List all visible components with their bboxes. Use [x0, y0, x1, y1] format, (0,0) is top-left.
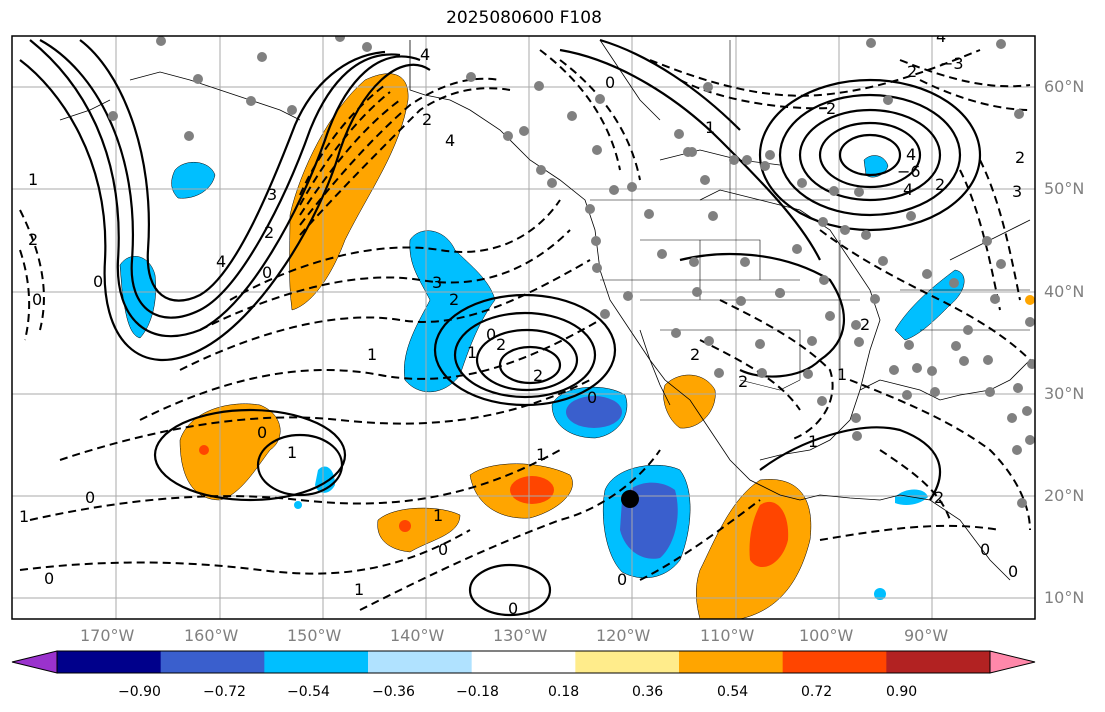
colorbar-tick-label: −0.90 [118, 684, 161, 700]
colorbar-segment [575, 651, 680, 673]
storm-center-marker [621, 490, 639, 508]
contour-label: 0 [980, 540, 990, 559]
lon-label-160w: 160°W [184, 626, 239, 645]
contour-label: 0 [257, 423, 267, 442]
colorbar-tick-label: 0.72 [801, 684, 833, 700]
contour-label: 0 [93, 272, 103, 291]
colorbar [11, 650, 1036, 674]
contour-label: 4 [216, 252, 226, 271]
contour-label: 2 [826, 99, 836, 118]
lat-label-40n: 40°N [1044, 282, 1085, 301]
colorbar-extend-high [989, 650, 1036, 674]
lon-label-130w: 130°W [493, 626, 548, 645]
contour-label: 2 [907, 62, 917, 81]
lat-label-10n: 10°N [1044, 588, 1085, 607]
contour-label: 3 [267, 185, 277, 204]
colorbar-tick-label: 0.36 [632, 684, 664, 700]
contour-label: 2 [738, 372, 748, 391]
colorbar-segment [471, 651, 576, 673]
contour-label: 2 [935, 175, 945, 194]
lon-label-140w: 140°W [390, 626, 445, 645]
contour-label: 2 [690, 345, 700, 364]
contour-label: 4 [445, 131, 455, 150]
colorbar-tick-label: −0.72 [203, 684, 246, 700]
contour-label: 0 [32, 290, 42, 309]
contour-label: −6 [897, 162, 921, 181]
contour-label: 0 [587, 388, 597, 407]
contour-label: 4 [906, 145, 916, 164]
positive-anomaly-fills [179, 73, 1035, 619]
contour-label: 0 [85, 488, 95, 507]
lat-label-60n: 60°N [1044, 77, 1085, 96]
lon-label-120w: 120°W [596, 626, 651, 645]
contour-label: 4 [936, 27, 946, 46]
contour-label: 3 [432, 273, 442, 292]
lon-label-100w: 100°W [799, 626, 854, 645]
contour-label: 0 [617, 570, 627, 589]
contour-label: 4 [903, 180, 913, 199]
contour-label: 2 [28, 230, 38, 249]
contour-label: 1 [705, 118, 715, 137]
contour-label: 1 [367, 345, 377, 364]
contour-label: 2 [860, 315, 870, 334]
map-title: 2025080600 F108 [446, 8, 602, 28]
contour-label: −3 [940, 54, 964, 73]
negative-anomaly-fills [119, 155, 965, 600]
colorbar-segment [264, 651, 369, 673]
map-frame [11, 35, 1036, 620]
contour-label: 0 [44, 569, 54, 588]
colorbar-segment [368, 651, 473, 673]
colorbar-tick-label: −0.54 [287, 684, 330, 700]
contour-label: 0 [486, 325, 496, 344]
contour-label: 4 [420, 45, 430, 64]
lon-label-170w: 170°W [80, 626, 135, 645]
colorbar-segment [679, 651, 784, 673]
lat-label-20n: 20°N [1044, 486, 1085, 505]
contour-label: 2 [934, 488, 944, 507]
contour-label: 2 [449, 290, 459, 309]
colorbar-segment [886, 651, 991, 673]
contour-label: 1 [433, 506, 443, 525]
contour-label: 1 [837, 365, 847, 384]
contour-label: 1 [287, 443, 297, 462]
lat-label-30n: 30°N [1044, 384, 1085, 403]
contour-label: 2 [264, 223, 274, 242]
colorbar-tick-label: −0.36 [372, 684, 415, 700]
lon-label-90w: 90°W [904, 626, 949, 645]
graticule [12, 36, 1035, 619]
contour-label: 1 [536, 445, 546, 464]
colorbar-extend-low [11, 650, 58, 674]
contour-label: 3 [1012, 182, 1022, 201]
colorbar-tick-label: 0.90 [886, 684, 918, 700]
lon-label-110w: 110°W [700, 626, 755, 645]
colorbar-tick-label: 0.54 [717, 684, 749, 700]
colorbar-segment [160, 651, 265, 673]
contour-label: 2 [533, 366, 543, 385]
colorbar-segment [57, 651, 162, 673]
contour-label: 0 [508, 599, 518, 618]
contour-label: 1 [354, 580, 364, 599]
contour-label: 0 [605, 73, 615, 92]
lat-label-50n: 50°N [1044, 179, 1085, 198]
contour-label: 0 [1008, 562, 1018, 581]
contour-label: 2 [422, 110, 432, 129]
contour-label: 1 [467, 343, 477, 362]
borders [590, 40, 1030, 391]
colorbar-outline [56, 650, 991, 674]
contour-label: 2 [496, 335, 506, 354]
contour-label: 1 [808, 432, 818, 451]
contour-label: 1 [19, 507, 29, 526]
lon-label-150w: 150°W [287, 626, 342, 645]
colorbar-tick-label: 0.18 [548, 684, 580, 700]
colorbar-tick-label: −0.18 [456, 684, 499, 700]
contour-label: 2 [1015, 148, 1025, 167]
colorbar-segment [782, 651, 887, 673]
contour-label: 1 [28, 170, 38, 189]
contour-label: 0 [438, 540, 448, 559]
contour-labels: 0 4 3 2 0 4 2 4 3 2 1 0 1 2 2 0 0 1 2 4 … [19, 27, 1025, 618]
contour-label: 0 [262, 263, 272, 282]
station-markers [108, 36, 1035, 508]
